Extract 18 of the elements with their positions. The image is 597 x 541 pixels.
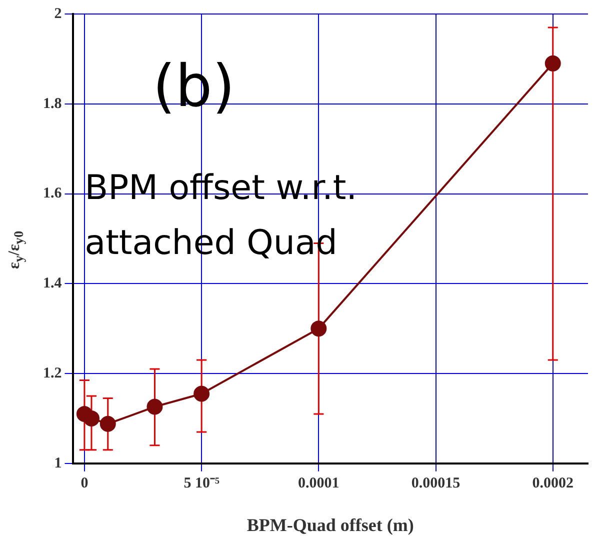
y-tick-label: 1.2 [43,365,62,382]
y-tick-label: 1.4 [43,276,62,292]
x-tick-label: 0.00015 [411,475,460,492]
point [83,410,100,426]
x-axis-title: BPM-Quad offset (m) [246,514,414,535]
y-tick-label: 1.6 [43,186,62,202]
y-tick-label: 1.8 [43,96,62,112]
point [194,386,210,402]
point [146,398,163,415]
x-tick-label: 0 [80,475,88,492]
x-tick-label: 5 10⁻⁵ [184,475,220,492]
point [544,55,561,72]
point [310,320,327,337]
y-tick-label: 2 [54,6,62,22]
x-tick-label: 0.0001 [298,475,340,492]
point [100,416,116,432]
y-tick-label: 1 [54,455,62,472]
x-tick-label: 0.0002 [532,475,574,492]
